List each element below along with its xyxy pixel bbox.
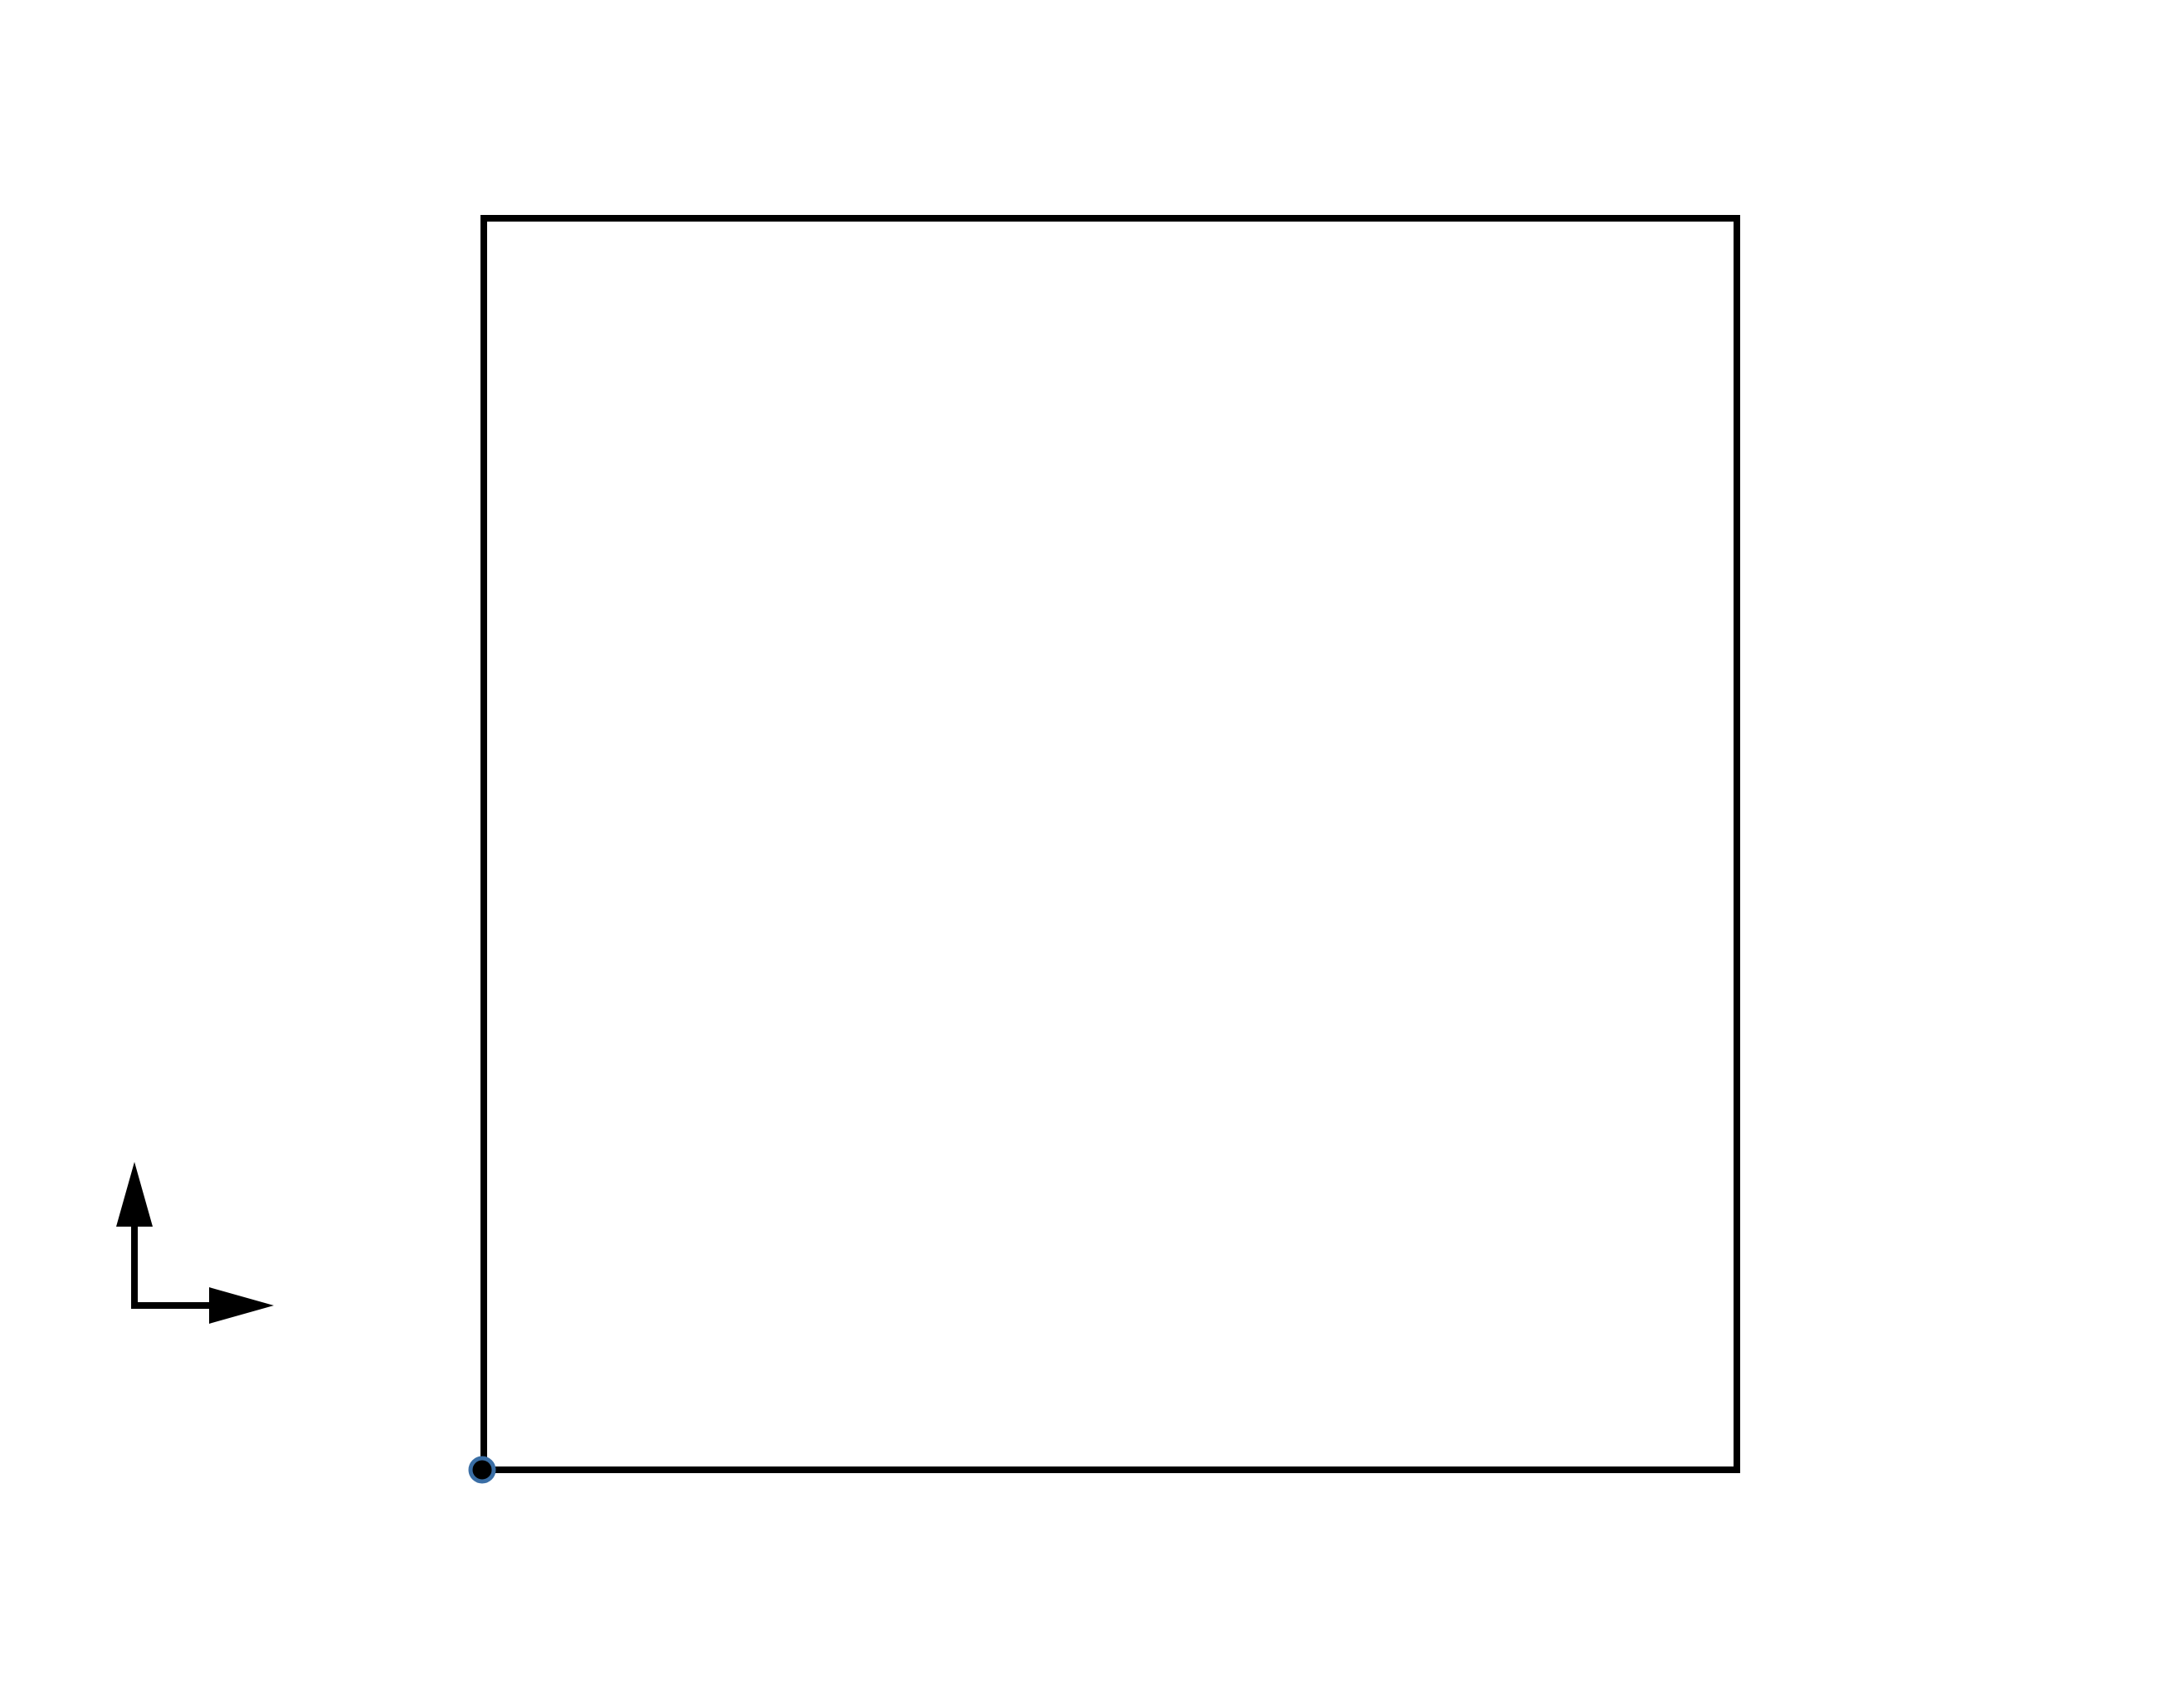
axes-indicator <box>116 1162 274 1324</box>
domain-square <box>480 215 1740 1473</box>
origin-marker <box>468 1456 496 1484</box>
y-axis-arrow-icon <box>116 1162 153 1227</box>
axes-lines <box>131 1224 253 1309</box>
x-axis-arrow-icon <box>209 1287 274 1324</box>
